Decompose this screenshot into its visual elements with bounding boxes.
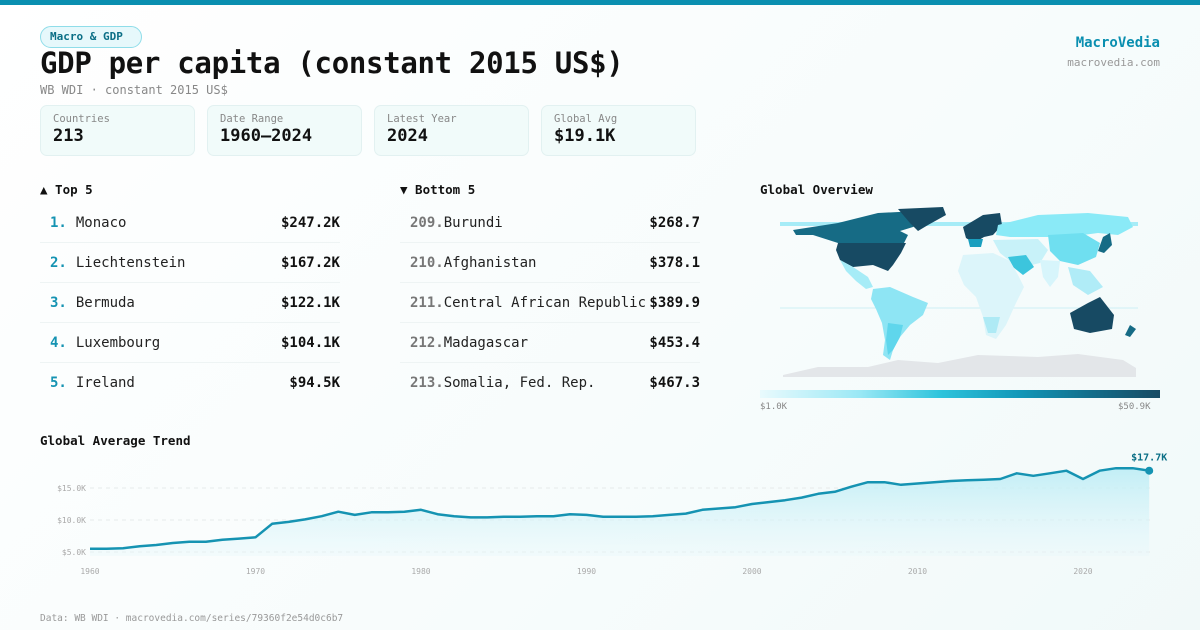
country-value: $94.5K — [289, 375, 340, 391]
brand-url[interactable]: macrovedia.com — [1067, 56, 1160, 69]
country-name: Bermuda — [75, 294, 135, 311]
stat-label: Date Range — [220, 113, 284, 125]
legend-min-label: $1.0K — [760, 402, 788, 412]
list-item[interactable]: 2. Liechtenstein $167.2K — [40, 243, 340, 283]
x-tick-label: 2000 — [742, 567, 761, 576]
stat-label: Global Avg — [554, 113, 618, 125]
list-item[interactable]: 210. Afghanistan $378.1 — [400, 243, 700, 283]
page-subtitle: WB WDI · constant 2015 US$ — [40, 83, 228, 97]
country-value: $378.1 — [649, 254, 700, 271]
legend-max-label: $50.9K — [1118, 402, 1151, 412]
bottom5-list: 209. Burundi $268.7 210. Afghanistan $37… — [400, 203, 700, 403]
list-item[interactable]: 209. Burundi $268.7 — [400, 203, 700, 243]
country-value: $122.1K — [280, 294, 340, 311]
bottom5-title: ▼ Bottom 5 — [400, 182, 476, 197]
rank: 4. — [50, 334, 67, 351]
list-item[interactable]: 1. Monaco $247.2K — [40, 203, 340, 243]
page-title: GDP per capita (constant 2015 US$) — [40, 46, 624, 80]
top5-list: 1. Monaco $247.2K 2. Liechtenstein $167.… — [40, 203, 340, 403]
stat-card-countries: Countries 213 — [40, 105, 195, 156]
country-value: $167.2K — [280, 254, 340, 271]
rank: 211. — [410, 294, 444, 311]
country-value: $104.1K — [280, 334, 340, 351]
country-value: $453.4 — [649, 334, 700, 351]
trend-title: Global Average Trend — [40, 433, 191, 448]
rank: 1. — [50, 214, 67, 231]
x-tick-label: 2020 — [1073, 567, 1092, 576]
category-tag[interactable]: Macro & GDP — [40, 26, 142, 48]
list-item[interactable]: 212. Madagascar $453.4 — [400, 323, 700, 363]
y-tick-label: $10.0K — [57, 516, 86, 525]
map-title: Global Overview — [760, 182, 873, 197]
world-choropleth-map[interactable] — [778, 205, 1140, 380]
stat-value: $19.1K — [554, 126, 616, 146]
y-tick-label: $15.0K — [57, 484, 86, 493]
stat-value: 2024 — [387, 126, 428, 146]
country-value: $389.9 — [649, 294, 700, 311]
stat-card-date-range: Date Range 1960–2024 — [207, 105, 362, 156]
list-item[interactable]: 213. Somalia, Fed. Rep. $467.3 — [400, 363, 700, 403]
stat-card-latest-year: Latest Year 2024 — [374, 105, 529, 156]
brand-name[interactable]: MacroVedia — [1075, 35, 1160, 51]
x-tick-label: 1960 — [80, 567, 99, 576]
list-item[interactable]: 4. Luxembourg $104.1K — [40, 323, 340, 363]
list-item[interactable]: 211. Central African Republic $389.9 — [400, 283, 700, 323]
country-name: Ireland — [75, 375, 135, 391]
rank: 5. — [50, 375, 67, 391]
x-tick-label: 2010 — [908, 567, 927, 576]
country-name: Liechtenstein — [75, 254, 186, 271]
trend-line — [90, 466, 1150, 551]
country-name: Afghanistan — [443, 254, 537, 271]
list-item[interactable]: 3. Bermuda $122.1K — [40, 283, 340, 323]
rank: 2. — [50, 254, 67, 271]
rank: 213. — [410, 375, 444, 391]
country-name: Somalia, Fed. Rep. — [443, 375, 596, 391]
y-axis-ticks: $5.0K $10.0K $15.0K — [57, 484, 86, 557]
country-value: $247.2K — [280, 214, 340, 231]
y-tick-label: $5.0K — [62, 548, 86, 557]
country-name: Monaco — [75, 214, 127, 231]
x-tick-label: 1990 — [577, 567, 596, 576]
list-item[interactable]: 5. Ireland $94.5K — [40, 363, 340, 403]
rank: 210. — [410, 254, 444, 271]
brand: MacroVedia macrovedia.com — [1067, 35, 1160, 69]
rank: 209. — [410, 214, 444, 231]
x-tick-label: 1980 — [411, 567, 430, 576]
latest-point-marker — [1145, 466, 1154, 475]
rank: 212. — [410, 334, 444, 351]
x-axis-ticks: 1960 1970 1980 1990 2000 2010 2020 — [80, 567, 1092, 576]
stat-value: 1960–2024 — [220, 126, 313, 146]
country-value: $268.7 — [649, 214, 700, 231]
stats-row: Countries 213 Date Range 1960–2024 Lates… — [40, 105, 696, 156]
x-tick-label: 1970 — [246, 567, 265, 576]
country-value: $467.3 — [649, 375, 700, 391]
stat-label: Latest Year — [387, 113, 457, 125]
country-name: Madagascar — [443, 334, 529, 351]
country-name: Central African Republic — [443, 294, 647, 311]
top-accent-bar — [0, 0, 1200, 5]
trend-line-chart[interactable]: $5.0K $10.0K $15.0K 1960 1970 1980 1990 2000 20… — [0, 440, 1200, 590]
footer-source: Data: WB WDI · macrovedia.com/series/793… — [40, 613, 344, 624]
latest-value-label: $17.7K — [1131, 453, 1167, 464]
stat-value: 213 — [53, 126, 84, 146]
trend-area — [90, 468, 1150, 556]
country-name: Burundi — [443, 214, 503, 231]
map-legend-gradient — [760, 390, 1160, 398]
country-name: Luxembourg — [75, 334, 161, 351]
rank: 3. — [50, 294, 67, 311]
top5-title: ▲ Top 5 — [40, 182, 93, 197]
stat-label: Countries — [53, 113, 110, 125]
stat-card-global-avg: Global Avg $19.1K — [541, 105, 696, 156]
